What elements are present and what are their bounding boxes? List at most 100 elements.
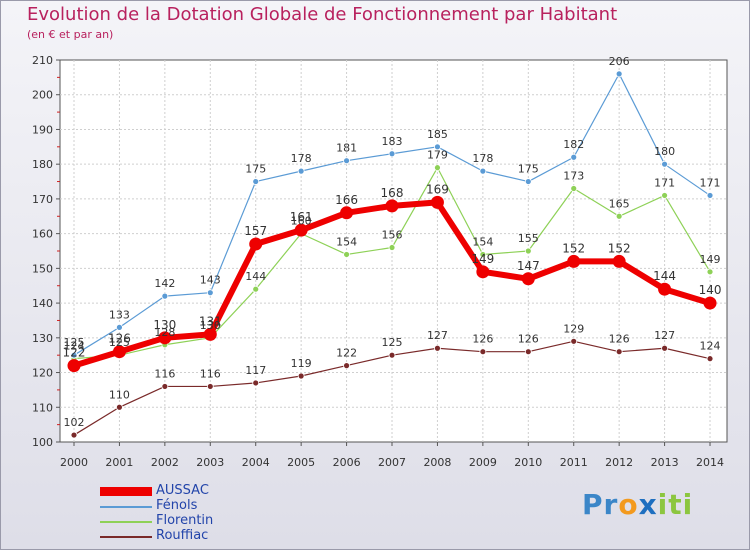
data-label: 122	[63, 346, 86, 360]
data-point	[570, 153, 578, 161]
data-point	[252, 178, 260, 185]
x-axis: 2000 2001 2002 2003 2004 2005 2006 2007 2008 2009…	[60, 442, 724, 469]
chart-subtitle: (en € et par an)	[27, 28, 114, 41]
data-label: 127	[427, 329, 448, 342]
data-point	[434, 164, 441, 172]
data-label: 116	[154, 367, 175, 380]
data-label: 130	[200, 319, 221, 332]
y-tick-label: 120	[32, 367, 53, 380]
data-label: 149	[471, 252, 494, 266]
data-point	[297, 372, 305, 380]
logo-part: iti	[657, 488, 694, 521]
data-point	[706, 268, 714, 276]
data-label: 125	[109, 336, 130, 349]
data-point	[206, 383, 214, 390]
data-label: 166	[335, 193, 358, 207]
data-label: 124	[64, 340, 85, 353]
data-point	[661, 192, 668, 199]
data-point	[476, 265, 490, 279]
data-label: 156	[382, 229, 403, 242]
data-point	[388, 244, 396, 251]
data-point	[116, 323, 123, 331]
data-label: 152	[562, 241, 585, 255]
data-point	[615, 70, 623, 78]
x-tick-label: 2009	[469, 456, 497, 469]
series-rouffiac	[70, 337, 714, 439]
data-label: 142	[154, 277, 175, 290]
y-tick-label: 110	[32, 401, 53, 414]
data-label: 130	[153, 318, 176, 332]
x-tick-label: 2003	[196, 456, 224, 469]
data-point	[479, 348, 487, 356]
data-point	[570, 337, 578, 345]
data-point	[388, 150, 396, 158]
data-point	[661, 344, 668, 352]
data-label: 122	[336, 347, 357, 360]
series-layer	[67, 70, 717, 439]
data-label: 129	[563, 322, 584, 335]
line-chart: 100 110 120 130 140 150 160 170 180 190 200 210 200…	[32, 54, 728, 469]
data-point	[385, 199, 399, 213]
data-point	[70, 351, 78, 359]
data-label: 110	[109, 388, 130, 401]
data-point	[703, 296, 717, 310]
chart-title: Evolution de la Dotation Globale de Fonc…	[27, 4, 618, 25]
y-tick-label: 170	[32, 193, 53, 206]
data-label: 149	[700, 253, 721, 266]
data-label: 183	[382, 135, 403, 148]
x-tick-label: 2007	[378, 456, 406, 469]
data-label: 180	[654, 145, 675, 158]
data-label: 173	[563, 169, 584, 182]
data-label: 144	[653, 269, 676, 283]
data-point	[661, 160, 668, 168]
data-label: 206	[609, 55, 630, 68]
data-point	[615, 212, 623, 220]
x-tick-label: 2001	[105, 456, 133, 469]
data-label: 155	[518, 232, 539, 245]
data-point	[567, 254, 581, 268]
grid-lines	[60, 60, 727, 442]
data-point	[252, 379, 260, 387]
data-label: 168	[381, 186, 404, 200]
legend-label: Florentin	[156, 513, 214, 528]
data-label: 169	[426, 182, 449, 196]
data-point	[706, 355, 714, 363]
y-tick-label: 210	[32, 54, 53, 67]
data-point	[340, 206, 354, 220]
x-tick-label: 2002	[151, 456, 179, 469]
y-tick-label: 100	[32, 436, 53, 449]
data-label: 175	[518, 163, 539, 176]
data-point	[434, 344, 441, 352]
y-tick-label: 140	[32, 297, 53, 310]
x-tick-label: 2013	[651, 456, 679, 469]
data-label: 127	[654, 329, 675, 342]
data-label: 125	[382, 336, 403, 349]
data-label: 140	[699, 283, 722, 297]
y-tick-label: 150	[32, 262, 53, 275]
data-label: 152	[608, 241, 631, 255]
data-point	[158, 331, 172, 345]
y-tick-label: 130	[32, 332, 53, 345]
data-label: 154	[336, 235, 357, 248]
data-label: 126	[518, 333, 539, 346]
data-point	[343, 251, 350, 258]
legend-swatch	[100, 487, 152, 496]
data-point	[67, 359, 81, 373]
data-label: 178	[472, 152, 493, 165]
data-point	[203, 327, 217, 341]
proxiti-logo: Proxiti	[582, 488, 693, 521]
data-point	[252, 285, 260, 293]
data-label: 165	[609, 197, 630, 210]
data-label: 125	[64, 336, 85, 349]
data-label: 147	[517, 259, 540, 273]
logo-part: o	[618, 488, 639, 521]
data-point	[294, 223, 308, 237]
legend-label: Rouffiac	[156, 528, 209, 543]
data-label: 119	[291, 357, 312, 370]
x-tick-label: 2005	[287, 456, 315, 469]
data-point	[297, 167, 305, 175]
series-aussac	[67, 195, 717, 373]
logo-part: Pr	[582, 488, 619, 521]
data-point	[249, 237, 263, 251]
